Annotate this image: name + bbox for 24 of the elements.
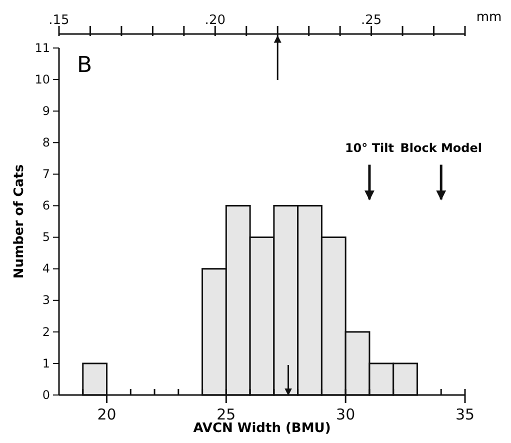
x-axis-title: AVCN Width (BMU) [193, 421, 331, 436]
y-tick-label: 9 [42, 104, 50, 118]
y-tick-label: 11 [34, 40, 50, 55]
y-tick-label: 10 [34, 72, 50, 86]
y-axis-title: Number of Cats [12, 164, 27, 279]
x-tick-label: 30 [336, 406, 356, 424]
x-tick-label: 20 [97, 406, 116, 424]
y-tick-label: 3 [42, 293, 50, 308]
annotation: B [77, 53, 92, 78]
x-tick-label: 35 [455, 406, 475, 424]
y-tick-label: 8 [42, 135, 50, 150]
x2-axis-title: mm [476, 10, 502, 25]
y-tick-label: 6 [42, 198, 50, 213]
y-tick-label: 0 [42, 388, 50, 402]
x2-tick-label: .20 [204, 13, 226, 28]
y-tick-label: 4 [42, 262, 50, 276]
y-tick-label: 5 [42, 230, 50, 244]
x2-tick-label: .15 [48, 13, 70, 28]
y-tick-label: 2 [42, 324, 50, 339]
y-tick-label: 1 [42, 356, 50, 370]
ref-line-label: Block Model [400, 141, 482, 156]
ref-line-label: 10° Tilt [344, 141, 394, 156]
x2-tick-label: .25 [360, 13, 382, 28]
y-tick-label: 7 [42, 167, 50, 182]
